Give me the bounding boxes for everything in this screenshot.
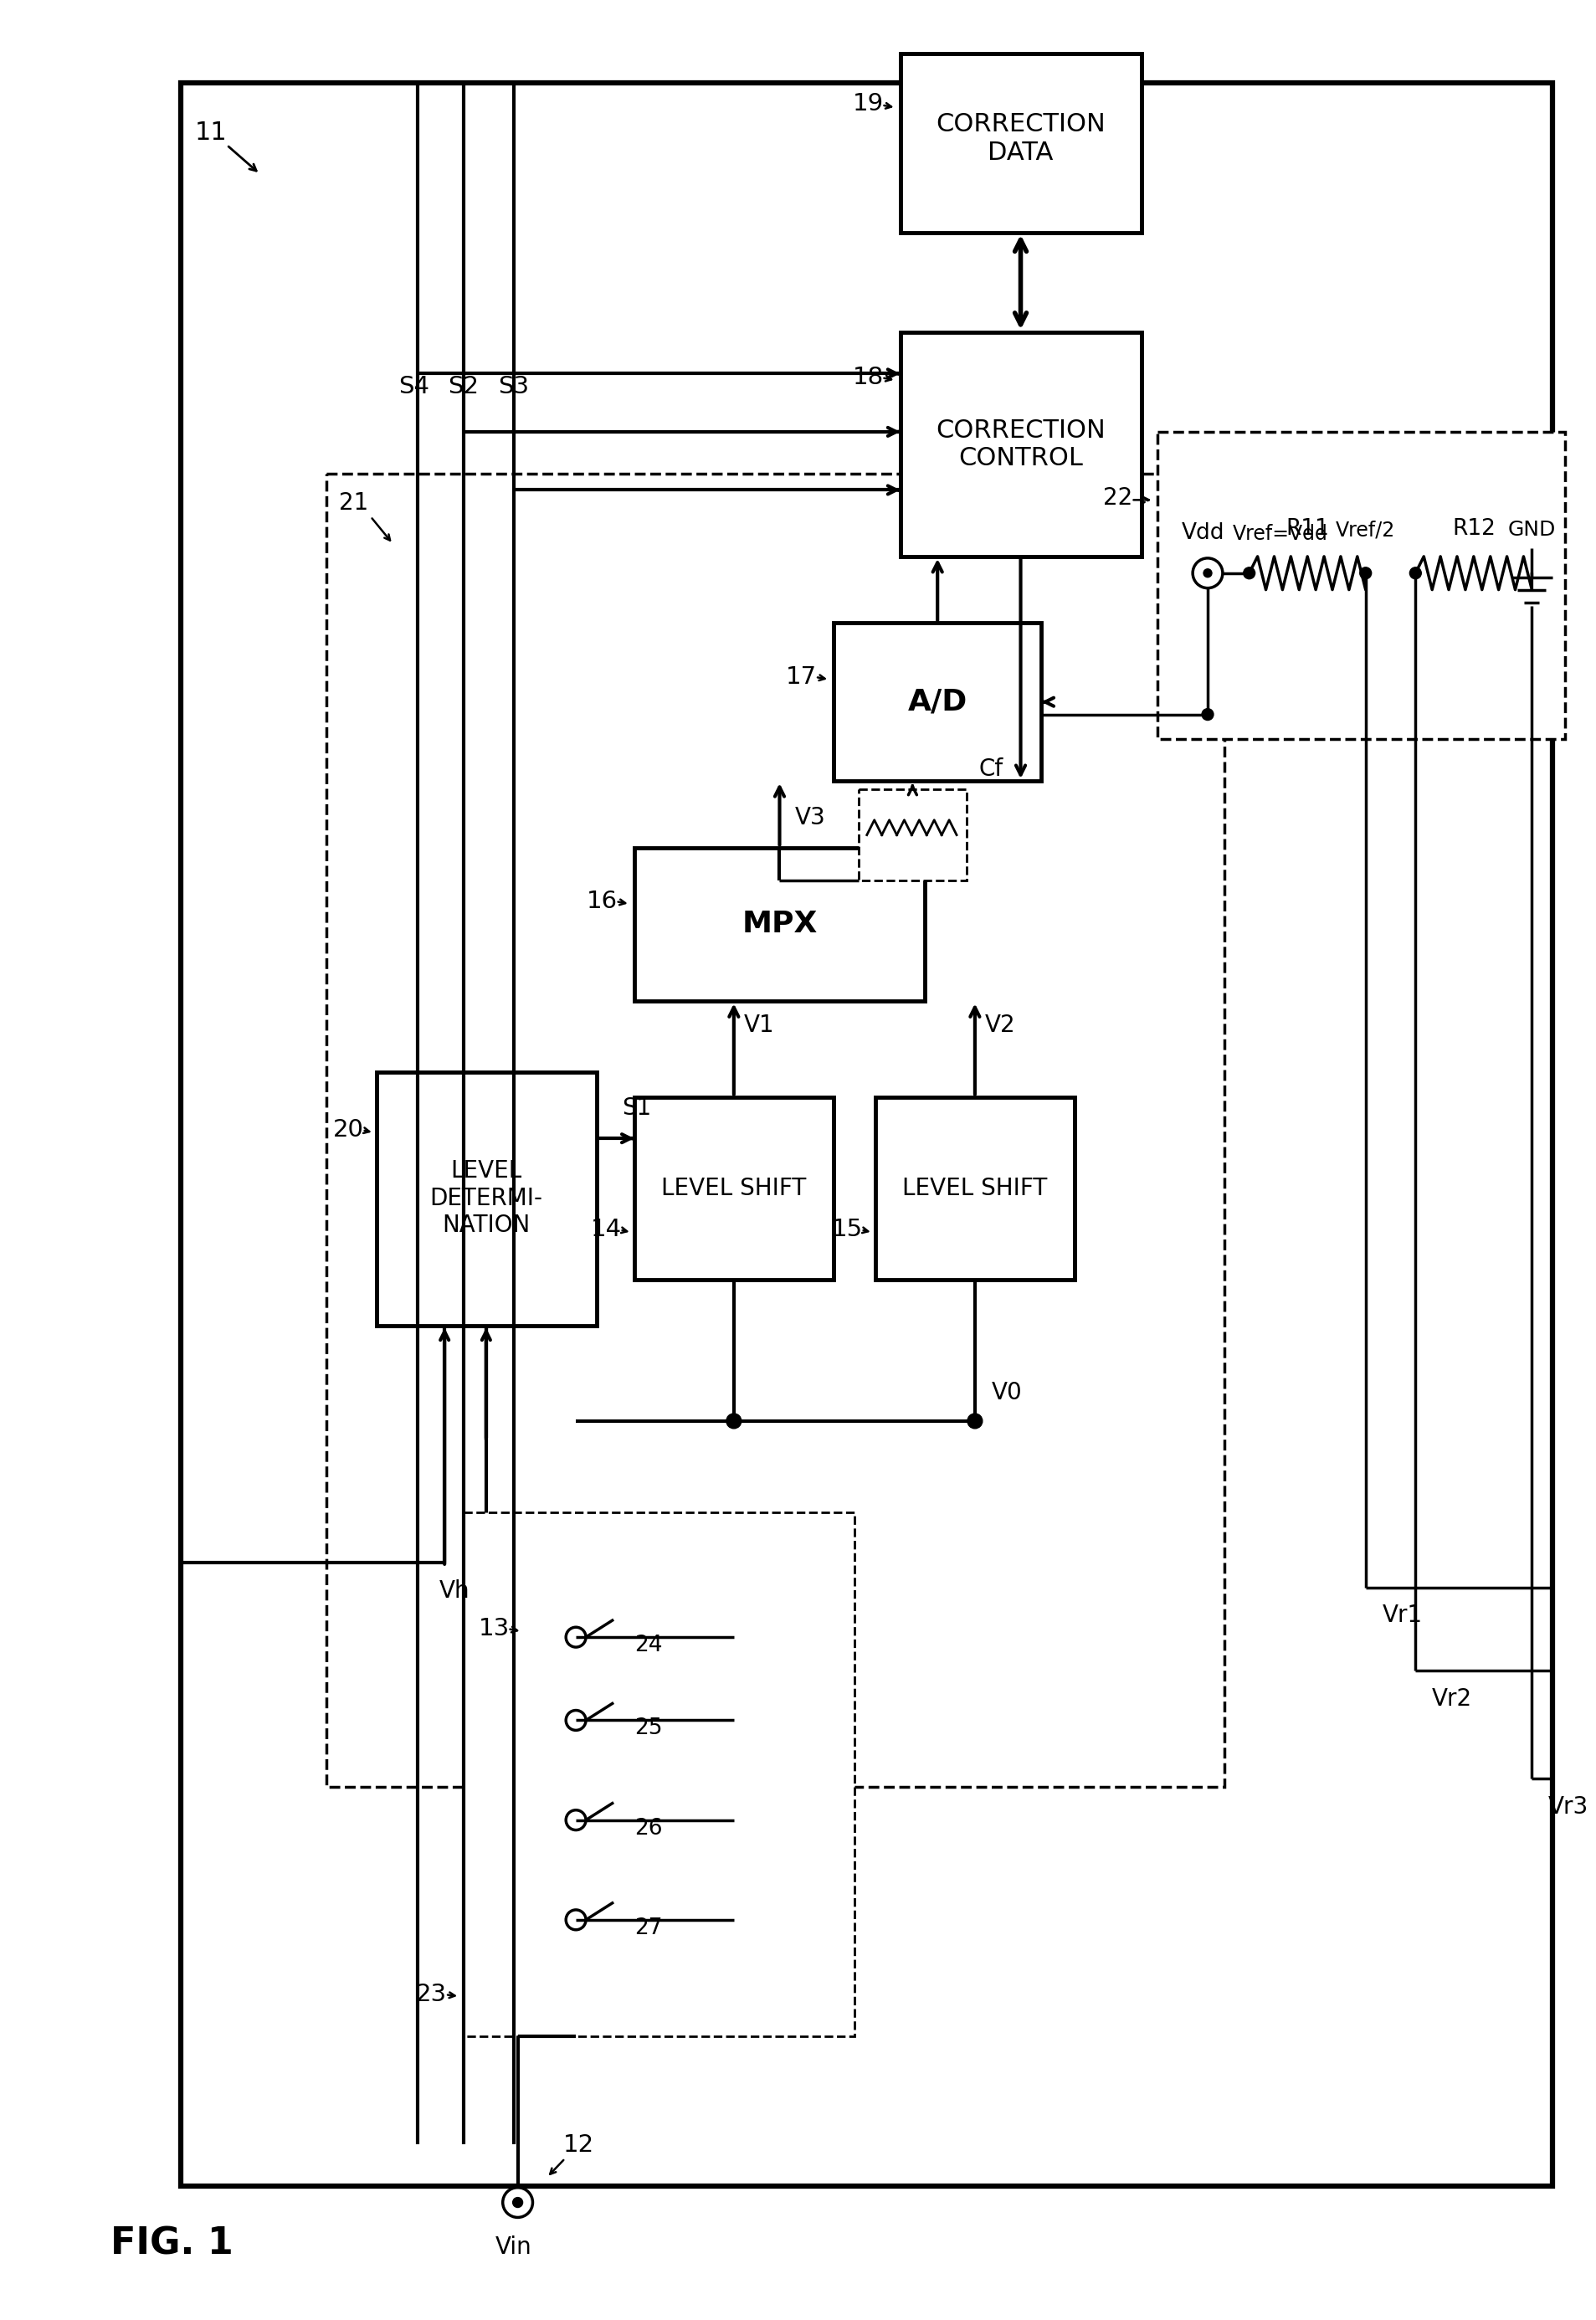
Bar	[634, 1097, 833, 1281]
Text: 22: 22	[1103, 487, 1133, 510]
Text: MPX: MPX	[742, 909, 817, 937]
Text: 17: 17	[785, 666, 817, 689]
Circle shape	[1360, 568, 1371, 580]
Circle shape	[1409, 568, 1422, 580]
Text: Vref/2: Vref/2	[1336, 520, 1395, 541]
Text: 25: 25	[634, 1717, 662, 1740]
Bar	[464, 1513, 854, 2037]
Text: Vdd: Vdd	[1183, 522, 1226, 543]
Text: V1: V1	[744, 1014, 774, 1037]
Text: CORRECTION
DATA: CORRECTION DATA	[935, 111, 1106, 165]
Text: 11: 11	[195, 121, 227, 144]
Circle shape	[1243, 568, 1254, 580]
Text: S4: S4	[399, 376, 429, 399]
Text: 19: 19	[852, 93, 884, 116]
Text: 18: 18	[852, 367, 884, 390]
Text: LEVEL SHIFT: LEVEL SHIFT	[661, 1176, 806, 1199]
Text: LEVEL
DETERMI-
NATION: LEVEL DETERMI- NATION	[429, 1160, 543, 1237]
Text: Vr2: Vr2	[1432, 1687, 1473, 1710]
Text: 26: 26	[634, 1817, 662, 1840]
Text: LEVEL SHIFT: LEVEL SHIFT	[902, 1176, 1047, 1199]
Text: 14: 14	[591, 1218, 621, 1241]
Text: S3: S3	[498, 376, 530, 399]
Text: FIG. 1: FIG. 1	[110, 2225, 233, 2262]
Bar	[327, 473, 1224, 1786]
Bar	[859, 789, 967, 882]
Bar	[900, 53, 1141, 232]
Text: R11: R11	[1286, 517, 1329, 541]
Bar	[1157, 432, 1566, 740]
Text: 16: 16	[586, 891, 618, 914]
Circle shape	[728, 1415, 739, 1427]
Text: R12: R12	[1452, 517, 1495, 541]
Text: 21: 21	[338, 492, 369, 515]
Text: A/D: A/D	[908, 687, 967, 717]
Bar	[900, 332, 1141, 557]
Bar	[833, 624, 1042, 782]
Text: 15: 15	[832, 1218, 863, 1241]
Text: 12: 12	[563, 2134, 594, 2158]
Text: GND: GND	[1508, 520, 1556, 541]
Text: 23: 23	[417, 1984, 447, 2007]
Text: Vin: Vin	[495, 2236, 531, 2260]
Circle shape	[967, 1413, 983, 1429]
Text: S2: S2	[448, 376, 479, 399]
Text: 13: 13	[479, 1617, 509, 1640]
Bar	[875, 1097, 1074, 1281]
Bar	[634, 847, 926, 1002]
Bar	[377, 1072, 597, 1325]
Text: 27: 27	[634, 1916, 662, 1940]
Text: Cf: Cf	[978, 759, 1004, 782]
Text: V3: V3	[795, 805, 825, 828]
Circle shape	[726, 1413, 741, 1429]
Circle shape	[1203, 568, 1211, 578]
Text: 20: 20	[334, 1118, 364, 1141]
Text: S1: S1	[621, 1097, 651, 1121]
Text: Vref=Vdd: Vref=Vdd	[1232, 524, 1328, 543]
Text: CORRECTION
CONTROL: CORRECTION CONTROL	[935, 418, 1106, 471]
Text: V2: V2	[985, 1014, 1015, 1037]
Text: Vh: Vh	[439, 1580, 469, 1603]
Text: V0: V0	[991, 1380, 1023, 1404]
Bar	[527, 1571, 800, 1995]
Text: Vr1: Vr1	[1382, 1603, 1422, 1626]
Text: Vr3: Vr3	[1548, 1796, 1590, 1819]
Circle shape	[1202, 708, 1213, 719]
Text: 24: 24	[634, 1636, 662, 1656]
Circle shape	[512, 2197, 523, 2206]
Bar	[180, 84, 1553, 2185]
